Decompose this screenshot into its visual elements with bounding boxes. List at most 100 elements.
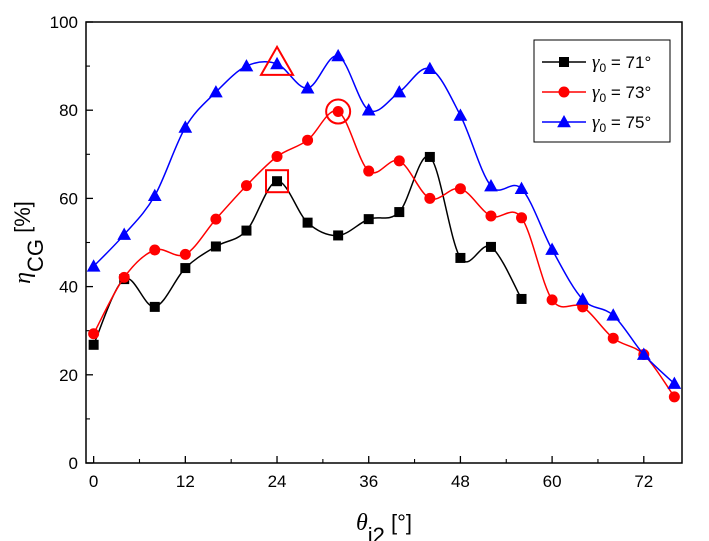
data-point-circle [485,210,497,222]
y-tick-label: 0 [69,454,78,473]
data-point-circle [88,328,100,340]
series-square [88,151,527,350]
legend-value: = 71° [606,53,651,72]
data-point-square [241,225,252,236]
legend-item: γ0 = 73° [542,82,651,105]
data-point-circle [240,180,252,192]
data-point-circle [118,271,130,283]
y-tick-label: 40 [59,278,78,297]
legend: γ0 = 71°γ0 = 73°γ0 = 75° [533,39,671,143]
data-point-square [455,252,466,263]
legend-marker-square [559,57,569,67]
highlight-triangle [259,44,295,76]
data-point-circle [546,294,558,306]
legend-box [533,39,671,143]
data-point-triangle [239,59,254,72]
data-point-triangle [361,103,376,116]
data-point-square [424,151,435,162]
x-axis-title: θi2 [°] [356,510,412,541]
data-point-triangle [178,120,193,133]
data-point-circle [271,151,283,163]
data-point-square [485,241,496,252]
data-point-circle [424,192,436,204]
data-point-circle [302,134,314,146]
data-point-triangle [422,61,437,75]
series-triangle [86,48,682,389]
x-tick-label: 60 [543,472,562,491]
legend-subscript: 0 [600,91,607,105]
annotations [259,44,352,194]
legend-item: γ0 = 75° [542,112,651,135]
data-point-circle [332,106,344,118]
data-point-circle [363,165,375,177]
legend-marker-circle [558,86,570,98]
data-point-circle [668,391,680,403]
x-axis-subscript: i2 [368,523,385,541]
data-point-square [516,293,527,304]
data-point-circle [149,244,161,256]
data-point-triangle [575,292,590,305]
legend-item: γ0 = 71° [542,52,651,75]
data-point-triangle [514,181,529,194]
y-axis-subscript: CG [23,239,48,272]
legend-subscript: 0 [600,61,607,75]
data-point-triangle [453,108,468,121]
data-point-circle [454,183,466,195]
legend-label: γ0 = 75° [592,112,651,135]
data-point-circle [516,212,528,224]
data-point-triangle [117,227,132,240]
x-tick-label: 48 [451,472,470,491]
data-point-triangle [606,308,621,321]
x-axis-unit: [°] [391,510,412,535]
legend-value: = 73° [606,83,651,102]
legend-symbol: γ [592,112,600,133]
data-point-square [363,214,374,225]
legend-symbol: γ [592,82,600,103]
data-point-square [88,339,99,350]
series-layer [86,48,682,403]
y-axis-title: ηCG [%] [10,201,48,284]
data-point-circle [393,155,405,167]
legend-value: = 75° [606,113,651,132]
x-tick-label: 24 [268,472,287,491]
data-point-square [210,241,221,252]
data-point-circle [210,213,222,225]
highlight-square [265,169,290,194]
y-axis-symbol: η [10,272,36,284]
data-point-triangle [636,347,651,360]
data-point-triangle [86,259,101,272]
data-point-circle [607,332,619,344]
data-point-square [302,217,313,228]
legend-label: γ0 = 71° [592,52,651,75]
data-point-triangle [147,188,162,202]
y-tick-label: 80 [59,101,78,120]
data-point-square [333,230,344,241]
data-point-triangle [209,85,223,98]
data-point-square [272,176,283,187]
x-tick-label: 12 [176,472,195,491]
data-point-circle [179,248,191,260]
data-point-triangle [331,48,346,62]
data-point-triangle [392,85,407,98]
y-tick-label: 60 [59,189,78,208]
legend-label: γ0 = 73° [592,82,651,105]
highlight-circle [325,98,352,125]
data-point-square [180,263,191,274]
x-tick-label: 0 [89,472,98,491]
data-point-triangle [667,376,682,389]
y-axis-unit: [%] [10,201,35,233]
legend-marker-triangle [557,114,571,128]
data-point-square [149,301,160,312]
x-axis-symbol: θ [356,510,368,536]
x-tick-label: 36 [359,472,378,491]
data-point-triangle [545,242,559,255]
legend-symbol: γ [592,52,600,73]
y-tick-label: 100 [50,13,78,32]
series-circle [88,106,680,403]
axis-ticks: 0 12 24 36 48 60 72 0 20 40 60 80 100 [50,13,654,491]
data-point-triangle [484,179,498,192]
data-point-triangle [270,56,284,70]
legend-subscript: 0 [600,121,607,135]
data-point-square [394,207,405,218]
